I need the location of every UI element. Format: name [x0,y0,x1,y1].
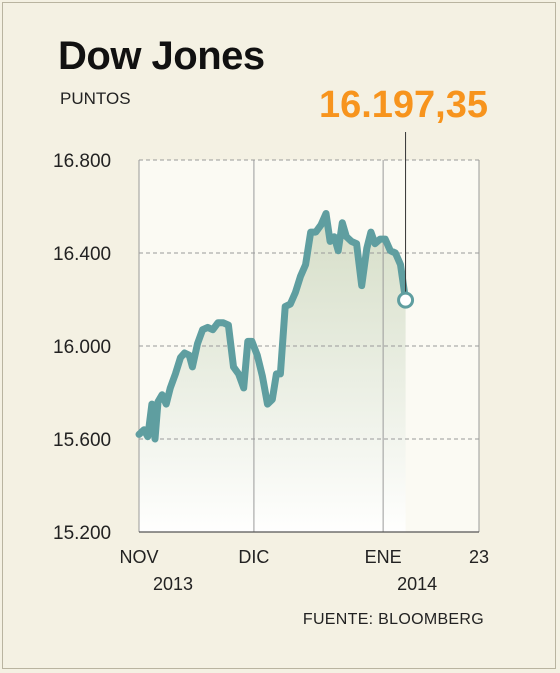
y-tick-label: 16.800 [53,151,111,172]
y-tick-label: 15.600 [53,430,111,451]
y-tick-label: 16.000 [53,337,111,358]
series-line [135,210,410,443]
x-tick-label: ENE [365,547,402,567]
x-tick-label: DIC [238,547,269,567]
last-point-marker [397,291,415,309]
last-value-label: 16.197,35 [318,84,488,126]
x-tick-label: 23 [469,547,489,567]
area-fill [139,213,406,532]
y-tick-label: 15.200 [53,523,111,544]
source-label: FUENTE: BLOOMBERG [302,611,484,628]
x-tick-sublabel: 2014 [397,574,437,594]
y-tick-label: 16.400 [53,244,111,265]
unit-label: PUNTOS [60,89,131,108]
x-tick-label: NOV [119,547,158,567]
x-tick-sublabel: 2013 [153,574,193,594]
chart-title: Dow Jones [58,34,265,78]
